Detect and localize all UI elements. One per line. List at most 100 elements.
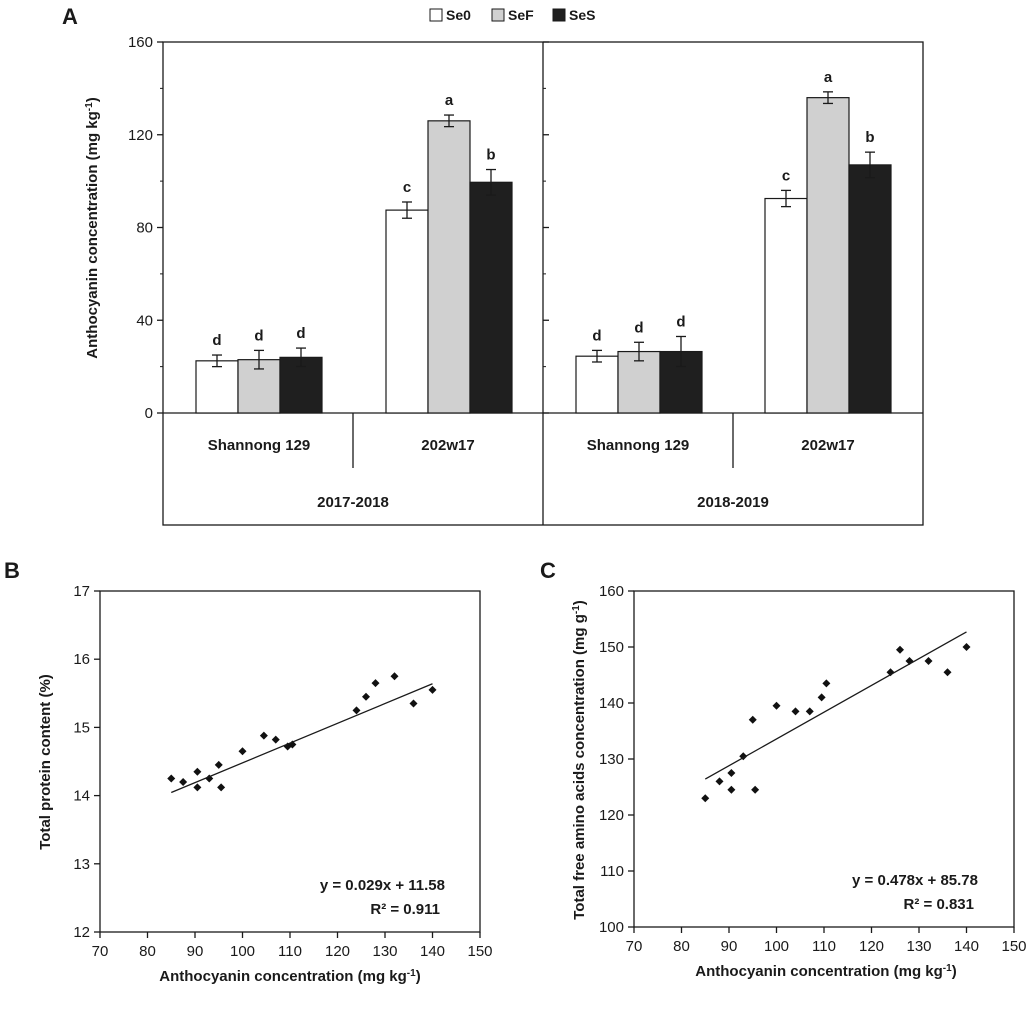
- x-tick-label: 150: [1001, 938, 1026, 955]
- bar-sef: [806, 97, 850, 414]
- x-tick-label: 140: [954, 938, 979, 955]
- data-point: [701, 794, 710, 803]
- data-point: [179, 777, 188, 786]
- bar-se0: [764, 197, 808, 414]
- legend-swatch-ses: [552, 8, 566, 22]
- y-tick-label: 120: [599, 807, 624, 824]
- x-tick-label: 90: [721, 938, 738, 955]
- significance-letter: a: [445, 92, 454, 109]
- legend-label-sef: SeF: [508, 7, 534, 23]
- x-tick-label: 150: [467, 943, 492, 960]
- data-point: [371, 679, 380, 688]
- y-tick-label-a: 80: [136, 220, 153, 237]
- significance-letter: d: [676, 313, 685, 330]
- y-tick-label: 130: [599, 751, 624, 768]
- panel-label-c: C: [540, 558, 556, 583]
- bar-sef: [427, 120, 471, 414]
- significance-letter: d: [634, 319, 643, 336]
- significance-letter: d: [296, 325, 305, 342]
- data-point: [727, 785, 736, 794]
- y-tick-label-a: 120: [128, 127, 153, 144]
- y-axis-label-b: Total protein content (%): [37, 674, 54, 850]
- data-point: [409, 699, 418, 708]
- data-point: [715, 777, 724, 786]
- data-point: [193, 767, 202, 776]
- category-label: 202w17: [801, 437, 854, 454]
- data-point: [896, 645, 904, 654]
- x-tick-label: 80: [139, 943, 156, 960]
- y-tick-label-a: 40: [136, 312, 153, 329]
- data-point: [259, 731, 268, 740]
- season-label: 2017-2018: [317, 494, 389, 511]
- data-point: [962, 643, 971, 651]
- data-point: [943, 668, 952, 677]
- y-tick-label: 100: [599, 919, 624, 936]
- x-tick-label: 110: [278, 943, 302, 960]
- bar-sef: [617, 350, 661, 414]
- x-tick-label: 80: [673, 938, 690, 955]
- r-squared-b: R² = 0.911: [370, 901, 440, 918]
- legend-label-ses: SeS: [569, 7, 595, 23]
- significance-letter: a: [824, 69, 833, 86]
- panel-b: B 70 80 90 100 110 120 130 140 150 12 13 14 15 16 17 y…: [4, 558, 493, 985]
- panel-label-a: A: [62, 4, 78, 29]
- y-tick-label: 140: [599, 695, 624, 712]
- category-label: 202w17: [421, 437, 474, 454]
- significance-letter: d: [254, 327, 263, 344]
- legend-swatch-sef: [491, 8, 505, 22]
- data-point: [167, 774, 176, 783]
- data-point: [727, 769, 736, 777]
- x-tick-label: 130: [906, 938, 931, 955]
- data-point: [217, 783, 226, 792]
- y-tick-label-a: 0: [145, 405, 153, 422]
- legend: Se0 SeF SeS: [429, 7, 595, 23]
- x-tick-label: 110: [812, 938, 836, 955]
- y-axis-ticks-a: 0 40 80 120 160: [128, 34, 549, 422]
- data-point: [214, 760, 223, 769]
- data-point: [352, 706, 361, 715]
- data-point: [271, 735, 280, 744]
- y-tick-label: 14: [73, 788, 90, 805]
- y-tick-label: 110: [600, 863, 624, 880]
- significance-letter: d: [592, 327, 601, 344]
- data-point: [772, 701, 781, 710]
- y-tick-label-a: 160: [128, 34, 153, 51]
- bar-ses: [848, 164, 892, 414]
- y-axis-label-a: Anthocyanin concentration (mg kg-1): [84, 97, 102, 358]
- x-axis-label-c: Anthocyanin concentration (mg kg-1): [695, 963, 956, 981]
- data-point: [791, 707, 800, 716]
- category-label: Shannong 129: [208, 437, 311, 454]
- bar-se0: [195, 360, 239, 414]
- bar-se0: [575, 355, 619, 414]
- y-tick-label: 12: [73, 924, 90, 941]
- significance-letter: b: [486, 147, 495, 164]
- data-point: [193, 783, 202, 792]
- x-tick-label: 140: [420, 943, 445, 960]
- scatter-points-c: [701, 643, 971, 803]
- y-tick-label: 160: [599, 583, 624, 600]
- x-tick-label: 100: [764, 938, 789, 955]
- x-tick-label: 70: [92, 943, 109, 960]
- significance-letter: d: [212, 332, 221, 349]
- axis-ticks-b: 70 80 90 100 110 120 130 140 150 12 13 14 15 16 17: [73, 583, 492, 960]
- y-tick-label: 16: [73, 651, 90, 668]
- trendline-c: [704, 631, 967, 780]
- y-tick-label: 15: [73, 719, 90, 736]
- axis-ticks-c: 70 80 90 100 110 120 130 140 150 100 110 120 130 140 1…: [599, 583, 1026, 955]
- r-squared-c: R² = 0.831: [904, 896, 974, 913]
- equation-b: y = 0.029x + 11.58: [320, 877, 445, 894]
- trendline-b: [171, 683, 433, 794]
- data-point: [362, 692, 370, 701]
- data-point: [817, 693, 826, 702]
- data-point: [428, 685, 437, 694]
- panel-label-b: B: [4, 558, 20, 583]
- y-axis-label-c: Total free amino acids concentration (mg…: [571, 600, 589, 920]
- x-tick-label: 120: [859, 938, 884, 955]
- scatter-points-b: [167, 672, 437, 792]
- panel-c: C 70 80 90 100 110 120 130 140 150 100 110 120 130 14…: [540, 558, 1026, 980]
- data-point: [390, 672, 399, 681]
- equation-c: y = 0.478x + 85.78: [852, 872, 978, 889]
- data-point: [924, 657, 933, 665]
- legend-swatch-se0: [429, 8, 443, 22]
